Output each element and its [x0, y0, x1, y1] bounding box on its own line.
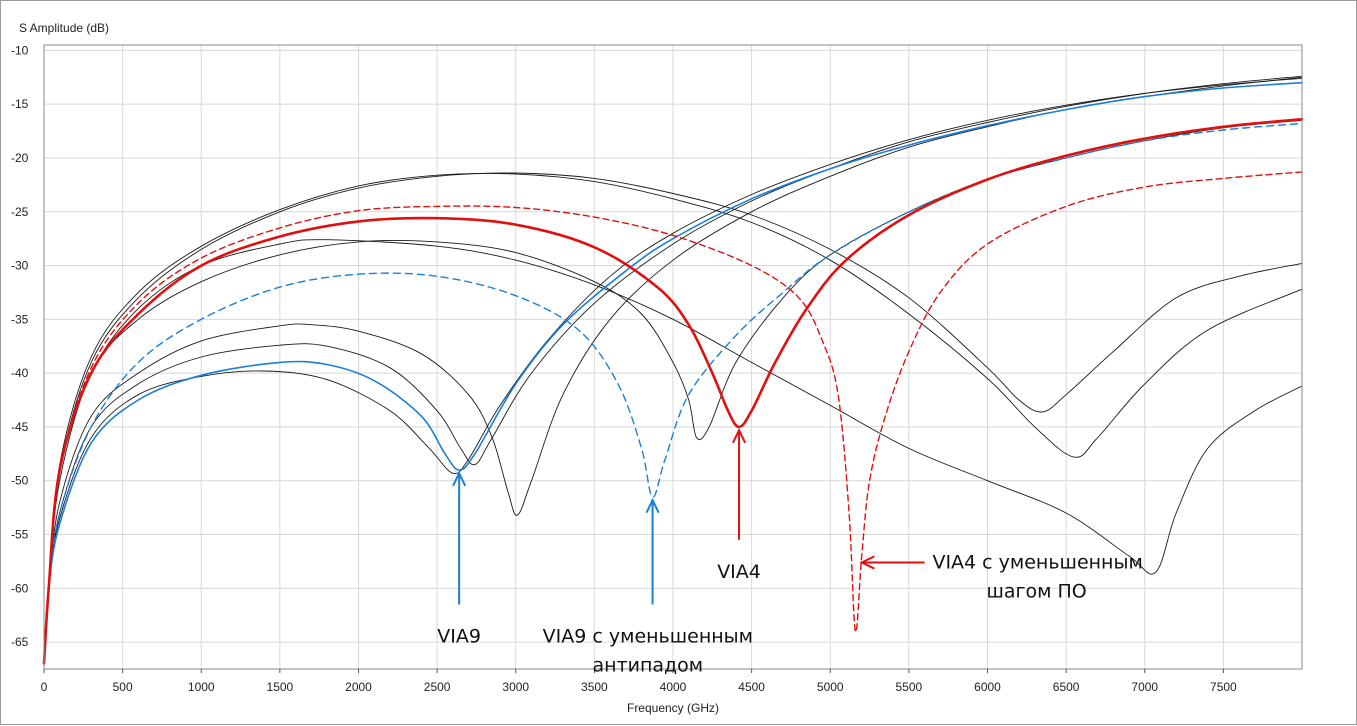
y-tick-label: -50 — [11, 474, 29, 488]
x-tick-label: 3000 — [502, 680, 529, 694]
annotation-via4: VIA4 — [717, 427, 761, 583]
grid — [44, 45, 1302, 669]
x-tick-label: 2500 — [424, 680, 451, 694]
y-tick-label: -25 — [11, 205, 29, 219]
series-black-1 — [43, 172, 1303, 665]
y-tick-label: -30 — [11, 259, 29, 273]
x-tick-label: 5500 — [896, 680, 923, 694]
x-tick-label: 500 — [113, 680, 133, 694]
annotation-label: VIA4 — [717, 561, 761, 583]
x-tick-label: 6000 — [974, 680, 1001, 694]
x-tick-label: 7000 — [1131, 680, 1158, 694]
annotation-arrow-head — [452, 470, 467, 487]
series-black-2 — [43, 172, 1303, 665]
y-tick-label: -60 — [11, 581, 29, 595]
axes: 0 500 1000 1500 2000 2500 3000 3500 4000 4500 5000… — [11, 43, 1303, 694]
series-black-3 — [43, 239, 1303, 665]
series-layer — [42, 75, 1304, 665]
series-black-6 — [43, 77, 1303, 665]
annotation-label: VIA9 — [437, 626, 481, 648]
y-tick-label: -45 — [11, 420, 29, 434]
annotation-arrow-head — [859, 555, 875, 570]
annotation-label: VIA9 с уменьшенным — [543, 626, 753, 648]
x-tick-label: 0 — [41, 680, 48, 694]
annotations: VIA9 VIA9 с уменьшенным антипадом VIA4 VIA4 … — [437, 427, 1143, 677]
x-tick-label: 4000 — [660, 680, 687, 694]
annotation-label: антипадом — [593, 655, 704, 677]
x-tick-label: 2000 — [345, 680, 372, 694]
y-tick-label: -35 — [11, 312, 29, 326]
y-tick-label: -10 — [11, 43, 29, 57]
x-tick-label: 6500 — [1053, 680, 1080, 694]
y-tick-label: -20 — [11, 151, 29, 165]
annotation-via4-pitch: VIA4 с уменьшенным шагом ПО — [859, 551, 1143, 602]
x-tick-label: 1500 — [267, 680, 294, 694]
y-tick-label: -55 — [11, 528, 29, 542]
x-tick-label: 7500 — [1210, 680, 1237, 694]
annotation-arrow-head — [645, 497, 660, 514]
series-black-5 — [43, 75, 1303, 665]
y-tick-label: -15 — [11, 97, 29, 111]
y-tick-label: -40 — [11, 366, 29, 380]
y-axis-title: S Amplitude (dB) — [19, 21, 109, 35]
x-tick-label: 4500 — [738, 680, 765, 694]
series-black-4 — [43, 76, 1303, 665]
x-tick-label: 1000 — [188, 680, 215, 694]
series-red-dashed — [43, 171, 1303, 665]
annotation-via9: VIA9 — [437, 470, 481, 648]
annotation-label: шагом ПО — [986, 580, 1086, 602]
x-tick-label: 5000 — [817, 680, 844, 694]
y-tick-label: -65 — [11, 635, 29, 649]
series-red-solid — [42, 117, 1304, 665]
annotation-via9-antipad: VIA9 с уменьшенным антипадом — [543, 497, 753, 677]
x-axis-title: Frequency (GHz) — [627, 701, 719, 715]
series-blue-solid — [43, 81, 1303, 665]
x-tick-label: 3500 — [581, 680, 608, 694]
annotation-arrow-head — [732, 427, 747, 444]
annotation-label: VIA4 с уменьшенным — [932, 551, 1142, 573]
